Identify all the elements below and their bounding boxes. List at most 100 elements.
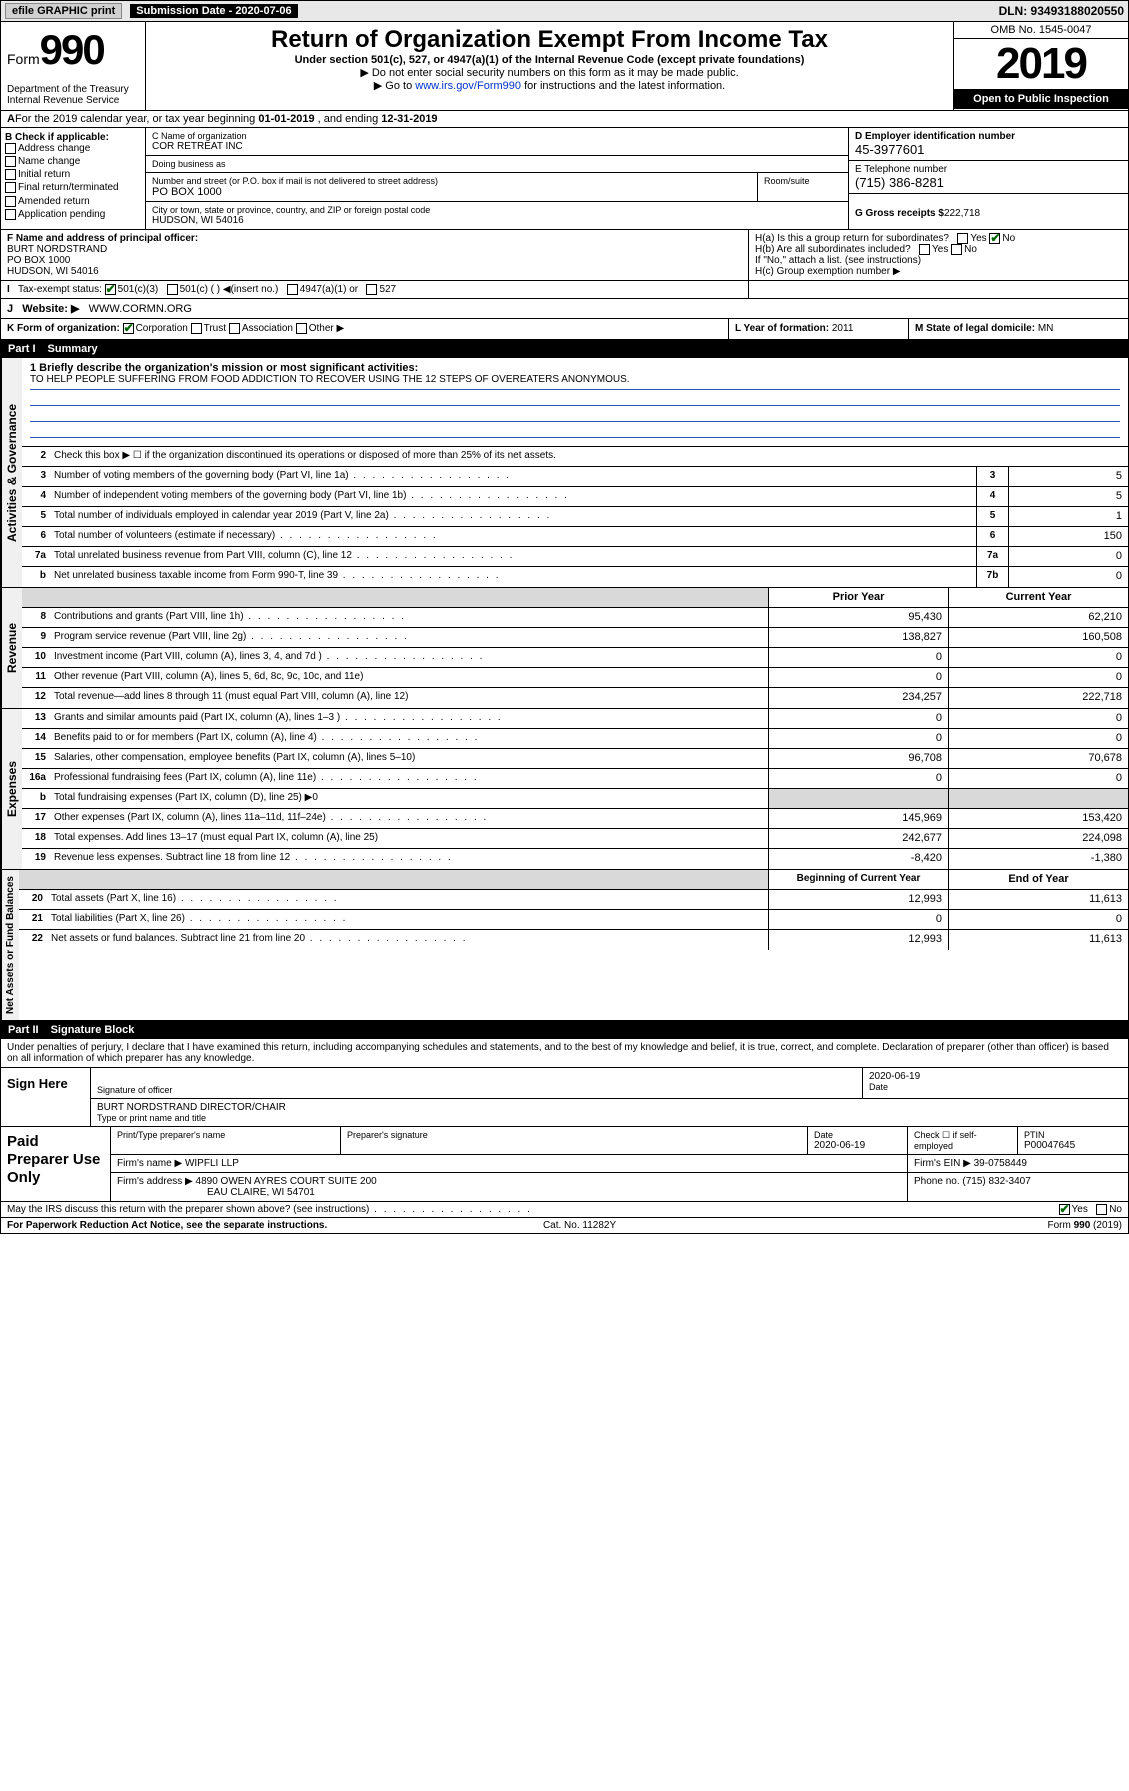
discuss-text: May the IRS discuss this return with the… [7,1204,532,1215]
org-name: COR RETREAT INC [152,141,842,152]
chk-other[interactable] [296,323,307,334]
sign-date-caption: Date [869,1082,1122,1092]
l12-cy: 222,718 [948,688,1128,708]
l5-val: 1 [1008,507,1128,526]
hdr-current-year: Current Year [948,588,1128,607]
discuss-yes[interactable] [1059,1204,1070,1215]
l9-py: 138,827 [768,628,948,647]
tax-year-end: 12-31-2019 [381,113,437,125]
chk-501c3[interactable] [105,284,116,295]
l10-cy: 0 [948,648,1128,667]
lbl-trust: Trust [204,324,226,335]
l9-desc: Program service revenue (Part VIII, line… [50,628,768,647]
sign-here-label: Sign Here [1,1068,91,1126]
note-goto: ▶ Go to www.irs.gov/Form990 for instruct… [154,79,945,92]
l4-val: 5 [1008,487,1128,506]
efile-link[interactable]: efile GRAPHIC print [5,3,122,19]
l20-e: 11,613 [948,890,1128,909]
chk-app-pending[interactable] [5,209,16,220]
vlabel-revenue: Revenue [1,588,22,708]
tax-year-begin: 01-01-2019 [258,113,314,125]
chk-address-change[interactable] [5,143,16,154]
addr-label: Number and street (or P.O. box if mail i… [152,176,751,186]
discuss-no[interactable] [1096,1204,1107,1215]
phone-label: E Telephone number [855,164,1122,175]
block-net-assets: Net Assets or Fund Balances Beginning of… [0,870,1129,1021]
l21-e: 0 [948,910,1128,929]
open-public-badge: Open to Public Inspection [954,89,1128,109]
h-note: If "No," attach a list. (see instruction… [755,255,1122,266]
lbl-assoc: Association [242,324,293,335]
l14-py: 0 [768,729,948,748]
chk-corp[interactable] [123,323,134,334]
sign-here-block: Sign Here Signature of officer 2020-06-1… [0,1068,1129,1127]
ein-label: D Employer identification number [855,131,1015,142]
chk-label: Amended return [18,196,90,207]
l16b-py [768,789,948,808]
l16b-desc: Total fundraising expenses (Part IX, col… [50,789,768,808]
l5-desc: Total number of individuals employed in … [50,507,976,526]
chk-501c[interactable] [167,284,178,295]
m-value: MN [1038,323,1054,334]
ha-no[interactable] [989,233,1000,244]
hdr-begin-year: Beginning of Current Year [768,870,948,889]
block-expenses: Expenses 13Grants and similar amounts pa… [0,709,1129,870]
col-b-checks: B Check if applicable: Address change Na… [1,128,146,229]
lbl-other: Other ▶ [309,324,344,335]
mission-block: 1 Briefly describe the organization's mi… [22,358,1128,447]
form-header: Form990 Department of the Treasury Inter… [0,22,1129,111]
m-label: M State of legal domicile: [915,323,1035,334]
part2-header: Part II Signature Block [0,1021,1129,1039]
addr-value: PO BOX 1000 [152,186,751,198]
line-a: AFor the 2019 calendar year, or tax year… [0,111,1129,128]
col-b-label: B Check if applicable: [5,132,109,143]
prep-c3: Date [814,1130,901,1140]
l15-cy: 70,678 [948,749,1128,768]
l2-desc: Check this box ▶ ☐ if the organization d… [50,447,1128,466]
l7a-val: 0 [1008,547,1128,566]
hb-no[interactable] [951,244,962,255]
lbl-4947: 4947(a)(1) or [300,284,358,295]
l7b-desc: Net unrelated business taxable income fr… [50,567,976,587]
l18-py: 242,677 [768,829,948,848]
l21-b: 0 [768,910,948,929]
mission-blank3 [30,422,1120,438]
chk-amended[interactable] [5,196,16,207]
ha-yes[interactable] [957,233,968,244]
l15-desc: Salaries, other compensation, employee b… [50,749,768,768]
chk-527[interactable] [366,284,377,295]
chk-initial-return[interactable] [5,169,16,180]
tax-year: 2019 [954,39,1128,89]
form-number: 990 [40,26,104,73]
l10-py: 0 [768,648,948,667]
org-name-label: C Name of organization [152,131,842,141]
l18-cy: 224,098 [948,829,1128,848]
chk-trust[interactable] [191,323,202,334]
chk-assoc[interactable] [229,323,240,334]
mission-text: TO HELP PEOPLE SUFFERING FROM FOOD ADDIC… [30,374,1120,390]
firm-addr: 4890 OWEN AYRES COURT SUITE 200 [196,1176,377,1187]
header-right: OMB No. 1545-0047 2019 Open to Public In… [953,22,1128,110]
paid-preparer-label: Paid Preparer Use Only [1,1127,111,1201]
chk-name-change[interactable] [5,156,16,167]
l12-py: 234,257 [768,688,948,708]
chk-4947[interactable] [287,284,298,295]
l9-cy: 160,508 [948,628,1128,647]
part2-title: Signature Block [51,1024,135,1036]
dept-label: Department of the Treasury Internal Reve… [7,84,139,106]
part2-num: Part II [8,1024,39,1036]
chk-final-return[interactable] [5,182,16,193]
hb-yes[interactable] [919,244,930,255]
header-title-block: Return of Organization Exempt From Incom… [146,22,953,110]
city-label: City or town, state or province, country… [152,205,842,215]
firm-ein-label: Firm's EIN ▶ [914,1158,971,1169]
hb-label: H(b) Are all subordinates included? [755,244,911,255]
l17-py: 145,969 [768,809,948,828]
l19-desc: Revenue less expenses. Subtract line 18 … [50,849,768,869]
irs-link[interactable]: www.irs.gov/Form990 [415,80,521,92]
lbl-527: 527 [379,284,396,295]
chk-label: Final return/terminated [18,183,119,194]
l11-desc: Other revenue (Part VIII, column (A), li… [50,668,768,687]
mission-blank2 [30,406,1120,422]
prep-c4: Check ☐ if self-employed [914,1130,1011,1151]
